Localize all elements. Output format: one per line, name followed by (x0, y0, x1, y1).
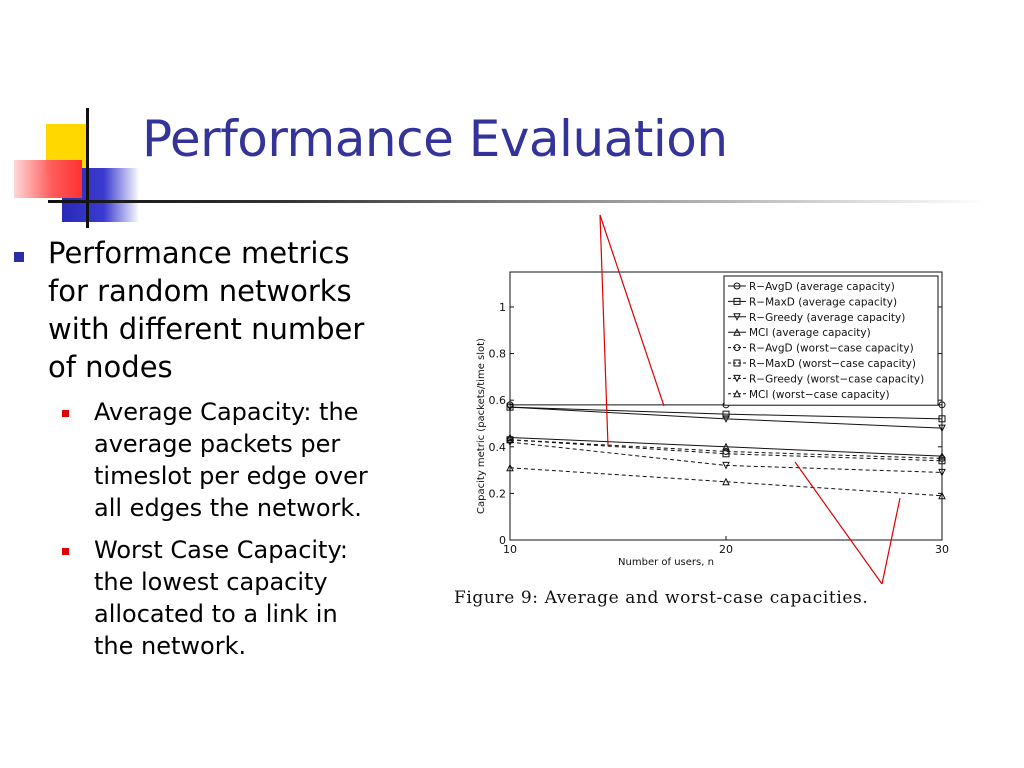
y-tick-label: 0.4 (489, 441, 507, 454)
sub-bullet-text: Average Capacity: the average packets pe… (94, 398, 368, 522)
legend-label: R−AvgD (average capacity) (749, 281, 895, 293)
bullet-text: Performance metrics for random networks … (48, 236, 365, 384)
deco-vertical-line (86, 108, 89, 228)
legend-marker (733, 389, 741, 398)
series-line-3 (509, 406, 943, 429)
series-line-7 (509, 441, 943, 473)
legend-marker (733, 282, 741, 290)
legend-marker (733, 328, 741, 336)
legend-label: R−MaxD (worst−case capacity) (749, 358, 916, 370)
data-point-6 (938, 457, 946, 465)
legend-marker (733, 297, 741, 305)
legend-label: MCI (average capacity) (749, 327, 871, 339)
data-point-4 (722, 442, 730, 451)
annotation-line (794, 461, 883, 585)
data-point-8 (506, 463, 514, 472)
x-tick-label: 10 (503, 543, 517, 556)
annotation-line (599, 214, 609, 447)
annotation-lines (599, 214, 901, 585)
x-tick-label: 20 (719, 543, 733, 556)
x-axis-label: Number of users, n (618, 557, 714, 568)
deco-red-square (14, 160, 82, 198)
y-tick-label: 0.8 (489, 348, 507, 361)
data-point-3 (722, 415, 730, 423)
sub-bullet-marker (62, 410, 69, 417)
x-tick-label: 30 (935, 543, 949, 556)
y-tick-label: 0 (499, 534, 506, 547)
y-tick-label: 0.2 (489, 487, 507, 500)
data-point-3 (938, 424, 946, 433)
legend-marker (733, 359, 741, 367)
data-point-2 (722, 410, 730, 418)
slide-title: Performance Evaluation (142, 110, 728, 168)
y-axis-label: Capacity metric (packets/time slot) (476, 338, 487, 514)
bullet-marker (14, 252, 24, 262)
title-underline (48, 200, 988, 203)
data-point-7 (938, 468, 946, 477)
legend-marker (733, 374, 741, 383)
data-point-8 (722, 477, 730, 486)
legend-label: R−Greedy (worst−case capacity) (749, 373, 924, 385)
annotation-line (881, 497, 901, 585)
legend-label: R−Greedy (average capacity) (749, 312, 905, 324)
sub-bullet-marker (62, 548, 69, 555)
legend-marker (733, 313, 741, 321)
legend-label: R−AvgD (worst−case capacity) (749, 343, 914, 355)
data-point-8 (938, 491, 946, 500)
data-point-7 (722, 461, 730, 470)
sub-bullet-text: Worst Case Capacity: the lowest capacity… (94, 536, 349, 660)
data-point-2 (938, 415, 946, 423)
legend-label: MCI (worst−case capacity) (749, 389, 890, 401)
legend-label: R−MaxD (average capacity) (749, 296, 897, 308)
series-line-2 (509, 406, 943, 420)
series-line-6 (509, 439, 943, 462)
chart-plot-area: 0 0.2 0.4 0.6 0.8 1 10 20 30 Number of users, n Ca… (476, 271, 949, 568)
annotation-line (599, 214, 665, 407)
series-line-4 (509, 436, 943, 457)
figure-caption: Figure 9: Average and worst-case capacit… (454, 588, 869, 608)
data-point-3 (506, 403, 514, 412)
data-point-6 (722, 450, 730, 458)
data-point-1 (938, 401, 946, 409)
y-tick-label: 0.6 (489, 394, 507, 407)
y-tick-label: 1 (499, 301, 506, 314)
series-line-8 (509, 467, 943, 497)
data-point-7 (506, 438, 514, 447)
series-line-5 (509, 439, 943, 459)
legend-box (723, 275, 939, 406)
legend-marker (733, 344, 741, 352)
